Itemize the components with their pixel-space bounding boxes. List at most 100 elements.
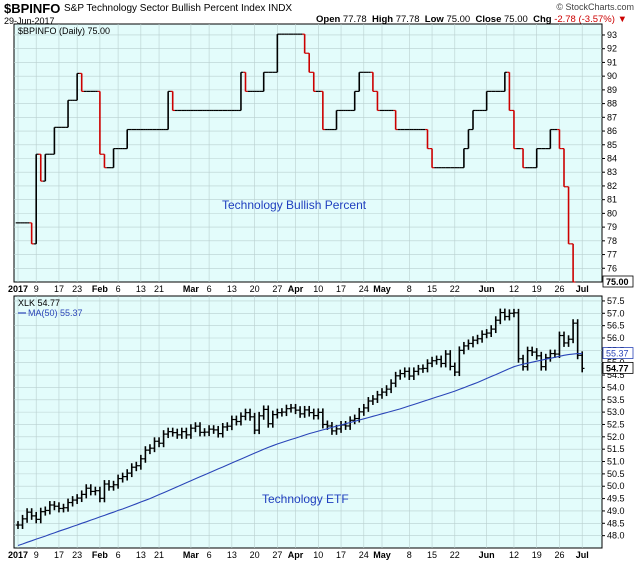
bp-last-value-box [602, 275, 634, 288]
xlk-ytick-label: 49.5 [607, 494, 625, 504]
bp-xtick-label: Jun [479, 284, 495, 294]
open-label: Open [316, 14, 341, 25]
bp-xtick-label: 21 [154, 284, 164, 294]
bp-ytick-label: 77 [607, 250, 617, 260]
ma50-line [17, 353, 583, 547]
bp-xtick-label: 2017 [8, 284, 28, 294]
ma-legend-label: MA(50) 55.37 [28, 308, 83, 318]
bp-xtick-label: 27 [272, 284, 282, 294]
xlk-ytick-label: 56.5 [607, 321, 625, 331]
xlk-ytick-label: 50.0 [607, 481, 625, 491]
symbol-description: S&P Technology Sector Bullish Percent In… [64, 3, 292, 14]
bp-xtick-label: 9 [34, 284, 39, 294]
bp-ytick-label: 76 [607, 263, 617, 273]
bp-xtick-label: Mar [183, 284, 200, 294]
xlk-xtick-label: Jul [576, 550, 589, 560]
bp-xtick-label: 17 [336, 284, 346, 294]
bp-xtick-label: 19 [532, 284, 542, 294]
xlk-xtick-label: 27 [272, 550, 282, 560]
xlk-ytick-label: 54.0 [607, 382, 625, 392]
bp-ytick-label: 83 [607, 167, 617, 177]
bp-ytick-label: 80 [607, 208, 617, 218]
low-value: 75.00 [446, 14, 471, 25]
chart-date: 29-Jun-2017 [4, 16, 55, 26]
bp-legend-title: $BPINFO (Daily) 75.00 [18, 26, 110, 36]
xlk-ytick-label: 51.0 [607, 457, 625, 467]
xlk-xtick-label: 6 [116, 550, 121, 560]
bp-xtick-label: Feb [92, 284, 109, 294]
bp-ytick-label: 87 [607, 112, 617, 122]
xlk-ytick-label: 53.5 [607, 395, 625, 405]
xlk-xtick-label: Feb [92, 550, 109, 560]
chg-value: -2.78 (-3.57%) [554, 14, 615, 25]
down-arrow-icon: ▼ [617, 14, 627, 25]
stockcharts-logo: © StockCharts.com [556, 2, 634, 12]
xlk-xtick-label: May [373, 550, 391, 560]
xlk-ytick-label: 50.5 [607, 469, 625, 479]
bp-ytick-label: 85 [607, 140, 617, 150]
xlk-annotation: Technology ETF [262, 492, 349, 506]
bp-xtick-label: 8 [407, 284, 412, 294]
bp-xtick-label: 23 [72, 284, 82, 294]
bp-ytick-label: 84 [607, 153, 617, 163]
xlk-xtick-label: Jun [479, 550, 495, 560]
close-value: 75.00 [504, 14, 528, 25]
bp-ytick-label: 93 [607, 30, 617, 40]
bp-xtick-label: 6 [207, 284, 212, 294]
bp-xtick-label: 24 [359, 284, 369, 294]
high-value: 77.78 [395, 14, 420, 25]
bp-xtick-label: Jul [576, 284, 589, 294]
open-value: 77.78 [342, 14, 367, 25]
xlk-xtick-label: 19 [532, 550, 542, 560]
bp-panel: 7677787980818283848586878889909192932017… [8, 23, 634, 294]
xlk-xtick-label: 8 [407, 550, 412, 560]
bp-xtick-label: 26 [554, 284, 564, 294]
xlk-xtick-label: 20 [250, 550, 260, 560]
bp-xtick-label: 13 [136, 284, 146, 294]
xlk-xtick-label: 21 [154, 550, 164, 560]
xlk-xtick-label: 17 [336, 550, 346, 560]
bp-xtick-label: 17 [54, 284, 64, 294]
exchange-label: INDX [268, 3, 293, 14]
bp-xtick-label: May [373, 284, 391, 294]
xlk-ytick-label: 52.5 [607, 419, 625, 429]
xlk-ytick-label: 57.5 [607, 296, 625, 306]
bp-ytick-label: 86 [607, 126, 617, 136]
bp-xtick-label: 12 [509, 284, 519, 294]
symbol-title: $BPINFO [4, 1, 61, 16]
xlk-xtick-label: 12 [509, 550, 519, 560]
bp-xtick-label: Apr [288, 284, 304, 294]
xlk-ytick-label: 57.0 [607, 308, 625, 318]
bp-ytick-label: 79 [607, 222, 617, 232]
xlk-ytick-label: 48.0 [607, 531, 625, 541]
close-label: Close [475, 14, 502, 25]
xlk-xtick-label: 13 [136, 550, 146, 560]
xlk-xtick-label: 2017 [8, 550, 28, 560]
xlk-ytick-label: 52.0 [607, 432, 625, 442]
xlk-ytick-label: 53.0 [607, 407, 625, 417]
xlk-xtick-label: Apr [288, 550, 304, 560]
bp-ytick-label: 90 [607, 71, 617, 81]
bp-annotation: Technology Bullish Percent [222, 198, 367, 212]
xlk-last-value-label: 54.77 [606, 363, 629, 373]
xlk-last-value-box [602, 361, 634, 374]
ma-value-box [602, 347, 634, 359]
xlk-xtick-label: 17 [54, 550, 64, 560]
high-label: High [371, 14, 394, 25]
bp-xtick-label: 15 [427, 284, 437, 294]
xlk-xtick-label: 22 [450, 550, 460, 560]
ma-value-label: 55.37 [606, 349, 629, 359]
xlk-legend-title: XLK 54.77 [18, 298, 60, 308]
bp-ytick-label: 91 [607, 57, 617, 67]
bp-ytick-label: 92 [607, 44, 617, 54]
low-label: Low [424, 14, 444, 25]
bp-ytick-label: 89 [607, 85, 617, 95]
bp-xtick-label: 22 [450, 284, 460, 294]
bp-ytick-label: 82 [607, 181, 617, 191]
xlk-ytick-label: 51.5 [607, 444, 625, 454]
description-text: S&P Technology Sector Bullish Percent In… [64, 3, 266, 14]
bp-xtick-label: 6 [116, 284, 121, 294]
bp-plot-area [13, 23, 603, 283]
bp-ytick-label: 88 [607, 99, 617, 109]
